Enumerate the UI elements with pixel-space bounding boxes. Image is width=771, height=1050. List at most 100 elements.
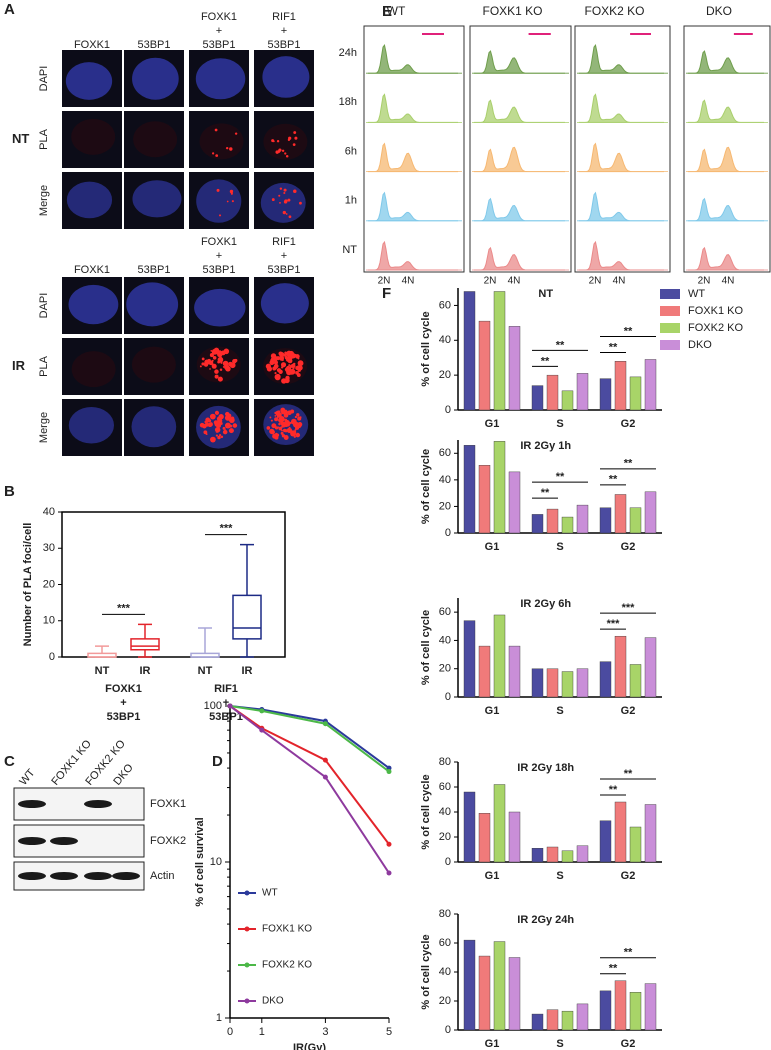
y-tick-label: 20 (439, 831, 451, 843)
pla-dot (205, 433, 208, 436)
histogram (688, 50, 764, 74)
legend-marker (244, 926, 250, 932)
legend-label: FOXK2 KO (262, 960, 312, 971)
pla-dot (204, 422, 210, 427)
histogram (474, 146, 565, 173)
bar (531, 1013, 544, 1031)
pla-dot (289, 421, 292, 424)
row-label: Merge (38, 185, 50, 216)
bar (531, 385, 544, 411)
nucleus (133, 121, 178, 158)
column-header: + (216, 250, 222, 262)
histogram (368, 240, 458, 271)
pla-dot (220, 435, 224, 439)
x-label: 4N (613, 276, 626, 287)
pla-dot (273, 363, 279, 369)
pla-dot (234, 358, 238, 363)
pla-dot (278, 415, 285, 422)
pla-dot (294, 136, 298, 140)
pla-dot (284, 199, 288, 203)
histogram (579, 240, 664, 271)
nucleus (68, 284, 119, 325)
band (50, 872, 78, 880)
histogram (579, 191, 664, 222)
column-header: + (216, 25, 222, 37)
x-tick-label: S (556, 1038, 563, 1050)
y-tick-label: 30 (43, 542, 55, 554)
pla-dot (211, 348, 218, 355)
histogram (474, 50, 565, 74)
y-tick-label: 40 (439, 334, 451, 346)
pla-dot (270, 358, 275, 363)
bar (508, 957, 521, 1031)
pla-dot (228, 361, 233, 366)
bar (629, 507, 642, 534)
pla-dot (199, 422, 205, 428)
row-label: DAPI (38, 66, 50, 92)
y-tick-label: 60 (439, 447, 451, 459)
panel-label: C (4, 753, 15, 770)
x-tick-label: G2 (621, 541, 636, 553)
bar (478, 465, 491, 534)
significance-label: *** (607, 618, 621, 630)
bar (463, 620, 476, 698)
histogram (688, 246, 764, 271)
pla-dot (229, 147, 233, 151)
pla-dot (216, 188, 220, 192)
pla-dot (292, 143, 296, 147)
pla-dot (215, 427, 221, 433)
pla-dot (225, 146, 229, 150)
pla-dot (222, 429, 228, 435)
group-label: RIF1 (214, 683, 238, 695)
bar (508, 471, 521, 534)
bar (478, 813, 491, 863)
chart-title: IR 2Gy 1h (520, 440, 571, 452)
x-label: 2N (589, 276, 602, 287)
significance-label: ** (541, 355, 550, 367)
blot-label: FOXK2 (150, 835, 186, 847)
band (84, 872, 112, 880)
x-tick-label: G1 (485, 541, 500, 553)
bar (546, 508, 559, 534)
bar (561, 516, 574, 534)
pla-dot (285, 154, 289, 158)
bar (599, 990, 612, 1031)
column-header: 53BP1 (137, 264, 170, 276)
pla-dot (228, 417, 235, 424)
band (18, 872, 46, 880)
chart-title: IR 2Gy 24h (517, 914, 574, 926)
significance-label: ** (624, 768, 633, 780)
significance-label: ** (609, 341, 618, 353)
x-tick-label: G1 (485, 418, 500, 430)
column-header: 53BP1 (202, 39, 235, 51)
pla-dot (231, 200, 234, 203)
column-title: FOXK2 KO (584, 4, 644, 18)
pla-dot (280, 407, 286, 413)
pla-dot (281, 378, 287, 384)
pla-dot (217, 435, 221, 440)
pla-dot (281, 434, 286, 438)
y-tick-label: 10 (210, 856, 222, 868)
pla-dot (274, 426, 279, 430)
pla-dot (266, 366, 273, 372)
pla-dot (214, 410, 220, 415)
band (50, 837, 78, 845)
y-tick-label: 1 (216, 1012, 222, 1024)
pla-dot (285, 213, 288, 215)
bar (478, 645, 491, 698)
pla-dot (284, 152, 287, 155)
bar (614, 635, 627, 698)
pla-dot (212, 355, 217, 360)
pla-dot (269, 416, 272, 419)
pla-dot (288, 370, 291, 374)
pla-dot (280, 362, 287, 368)
histogram (368, 93, 458, 123)
bar (576, 504, 589, 534)
x-axis-label: IR(Gy) (293, 1042, 326, 1050)
pla-dot (214, 369, 219, 374)
pla-dot (281, 422, 286, 427)
pla-dot (214, 128, 218, 132)
nucleus (262, 56, 310, 98)
significance-label: *** (220, 523, 234, 535)
